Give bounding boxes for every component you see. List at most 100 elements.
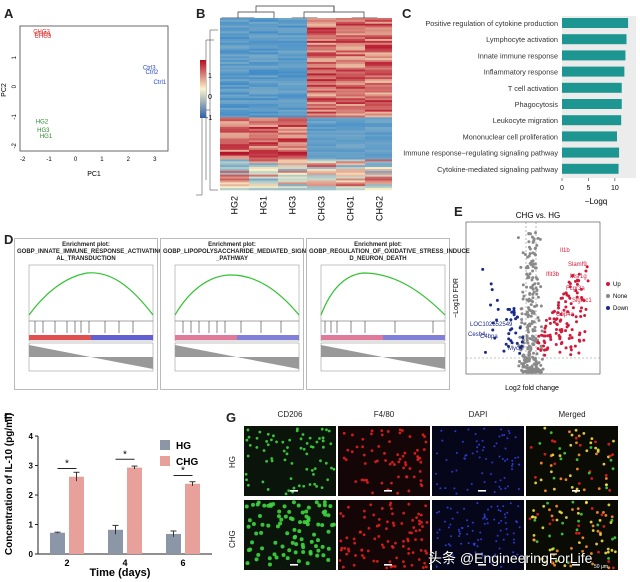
heatmap-cell <box>307 25 337 28</box>
volcano-point-none <box>540 357 544 361</box>
pca-xtick: 2 <box>127 157 131 163</box>
volcano-point-up <box>584 307 588 311</box>
heatmap-cell <box>220 184 250 187</box>
volcano-point-down <box>495 298 499 302</box>
heatmap-cell <box>307 144 337 147</box>
heatmap-cell <box>365 119 392 122</box>
heatmap-cell <box>365 115 392 118</box>
heatmap-cell <box>336 138 366 141</box>
heatmap-cell <box>249 174 279 177</box>
heatmap-cell <box>220 140 250 143</box>
heatmap-cell <box>278 163 308 166</box>
micro-cell <box>591 529 595 532</box>
micro-cell <box>246 454 250 458</box>
micro-cell <box>305 561 310 566</box>
micro-cell <box>250 540 255 545</box>
heatmap-cell <box>307 115 337 118</box>
heatmap-cell <box>336 60 366 63</box>
volcano-point-none <box>528 336 532 340</box>
heatmap-cell <box>365 123 392 126</box>
micro-cell <box>347 549 351 553</box>
micro-cell <box>266 523 271 528</box>
micro-cell <box>598 519 602 522</box>
pca-ylabel: PC2 <box>1 83 8 97</box>
micro-cell <box>324 461 328 465</box>
volcano-point-up <box>566 310 570 314</box>
micro-cell <box>266 488 270 491</box>
f-xtick: 2 <box>64 558 69 568</box>
micro-cell <box>320 544 325 549</box>
micro-cell <box>278 521 283 526</box>
micro-cell <box>386 540 390 543</box>
heatmap-cell <box>365 136 392 139</box>
heatmap-cell <box>307 180 337 183</box>
volcano-point-up <box>544 348 548 352</box>
micro-cell <box>345 536 349 540</box>
volcano-up-label: Slamf9 <box>568 262 587 268</box>
micro-cell <box>388 440 391 444</box>
volcano-point-none <box>533 356 537 360</box>
heatmap-cell <box>220 50 250 53</box>
heatmap-cell <box>220 168 250 172</box>
micro-cell <box>495 540 498 543</box>
volcano-point-up <box>585 265 589 269</box>
heatmap-cell <box>220 113 250 116</box>
volcano-point-up <box>566 323 570 327</box>
heatmap-cell <box>336 132 366 135</box>
heatmap-cell <box>278 186 308 189</box>
pca-ytick: 0 <box>12 84 18 88</box>
heatmap-cell <box>278 174 308 177</box>
volcano-up-label: Il1b <box>560 248 570 254</box>
micro-cell <box>440 429 443 432</box>
microscopy-grid: 50 μm <box>244 426 618 570</box>
micro-cell <box>517 505 520 508</box>
micro-cell <box>329 442 333 446</box>
volcano-point-up <box>559 296 563 300</box>
heatmap-cell <box>365 44 392 47</box>
heatmap-cell <box>336 117 366 120</box>
heatmap-cell <box>220 65 250 68</box>
micro-cell <box>503 459 506 462</box>
heatmap-cell <box>307 184 337 187</box>
heatmap-cell <box>365 102 392 105</box>
micro-cell <box>444 487 447 490</box>
micro-cell <box>605 486 609 490</box>
heatmap-cell <box>336 168 366 172</box>
heatmap-cell <box>365 165 392 168</box>
heatmap-cell <box>307 58 337 61</box>
micro-cell <box>533 516 537 519</box>
heatmap-cell <box>336 126 366 130</box>
heatmap-cell <box>307 77 337 80</box>
micro-cell <box>604 473 608 477</box>
micro-cell <box>292 535 297 540</box>
micro-panel <box>526 426 618 496</box>
heatmap-cell <box>220 153 250 156</box>
go-xtick: 10 <box>611 185 619 192</box>
heatmap-cell <box>307 165 337 168</box>
micro-cell <box>284 492 288 496</box>
micro-cell <box>320 486 324 490</box>
heatmap-cell <box>336 165 366 168</box>
g-col-head: Merged <box>558 410 586 419</box>
micro-cell <box>386 430 390 433</box>
heatmap-cell <box>278 92 308 95</box>
heatmap-cell <box>220 138 250 141</box>
heatmap-cell <box>365 81 392 84</box>
volcano-point-none <box>523 369 527 373</box>
volcano-point-none <box>517 360 521 364</box>
heatmap-cell <box>220 27 250 30</box>
volcano-point-none <box>526 310 530 314</box>
heatmap-cell <box>220 33 250 36</box>
micro-cell <box>424 549 427 553</box>
micro-cell <box>418 528 422 532</box>
heatmap-cell <box>249 186 279 189</box>
micro-cell <box>487 508 490 511</box>
heatmap-cell <box>249 159 279 162</box>
micro-cell <box>423 561 427 565</box>
heatmap-cell <box>365 159 392 162</box>
micro-cell <box>246 483 250 487</box>
volcano-point-none <box>525 360 529 364</box>
micro-cell <box>299 537 304 542</box>
micro-cell <box>516 553 519 556</box>
micro-cell <box>283 514 288 519</box>
